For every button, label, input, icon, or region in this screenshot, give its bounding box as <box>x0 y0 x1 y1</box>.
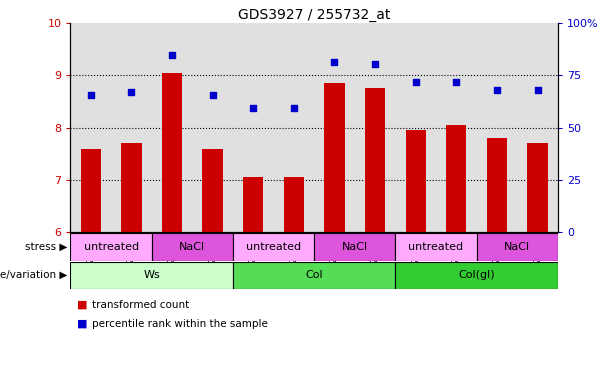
Bar <box>395 262 558 289</box>
Point <box>370 61 380 67</box>
Text: untreated: untreated <box>246 242 301 252</box>
Bar <box>395 233 477 261</box>
Text: untreated: untreated <box>83 242 139 252</box>
Point <box>167 52 177 58</box>
Bar <box>487 138 507 232</box>
Text: Ws: Ws <box>143 270 160 280</box>
Bar <box>314 233 395 261</box>
Text: Col(gl): Col(gl) <box>459 270 495 280</box>
Bar <box>70 262 233 289</box>
Text: Col: Col <box>305 270 323 280</box>
Bar <box>233 262 395 289</box>
Point <box>492 87 502 93</box>
Bar <box>233 233 314 261</box>
Point <box>330 59 340 65</box>
Point <box>248 105 258 111</box>
Text: ■: ■ <box>77 319 87 329</box>
Bar <box>324 83 345 232</box>
Bar <box>202 149 223 232</box>
Bar <box>527 143 547 232</box>
Point <box>126 89 136 95</box>
Text: genotype/variation ▶: genotype/variation ▶ <box>0 270 67 280</box>
Text: NaCl: NaCl <box>179 242 205 252</box>
Text: percentile rank within the sample: percentile rank within the sample <box>92 319 268 329</box>
Bar <box>162 73 182 232</box>
Point <box>451 79 461 85</box>
Bar <box>446 125 466 232</box>
Bar <box>121 143 142 232</box>
Bar <box>152 233 233 261</box>
Bar <box>365 88 385 232</box>
Bar <box>243 177 264 232</box>
Point <box>411 79 421 85</box>
Text: NaCl: NaCl <box>504 242 530 252</box>
Point <box>208 92 218 98</box>
Text: untreated: untreated <box>408 242 463 252</box>
Text: NaCl: NaCl <box>341 242 368 252</box>
Bar <box>81 149 101 232</box>
Title: GDS3927 / 255732_at: GDS3927 / 255732_at <box>238 8 390 22</box>
Text: stress ▶: stress ▶ <box>25 242 67 252</box>
Point <box>86 92 96 98</box>
Point <box>533 87 543 93</box>
Bar <box>70 233 152 261</box>
Text: ■: ■ <box>77 300 87 310</box>
Text: transformed count: transformed count <box>92 300 189 310</box>
Bar <box>477 233 558 261</box>
Point <box>289 105 299 111</box>
Bar <box>284 177 304 232</box>
Bar <box>406 130 426 232</box>
